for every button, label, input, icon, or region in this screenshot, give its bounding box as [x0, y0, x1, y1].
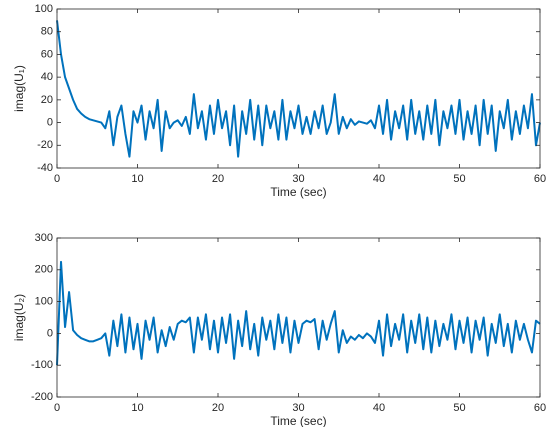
x-tick-label: 10 — [131, 402, 143, 414]
x-tick-label: 0 — [54, 402, 60, 414]
plot-area — [57, 238, 540, 397]
x-tick-label: 20 — [212, 402, 224, 414]
x-tick-label: 60 — [534, 173, 546, 185]
y-tick-label: -200 — [31, 391, 53, 403]
x-axis-label: Time (sec) — [270, 185, 326, 199]
y-tick-label: 0 — [47, 327, 53, 339]
y-tick-label: -100 — [31, 359, 53, 371]
y-tick-label: 80 — [41, 26, 53, 38]
x-tick-label: 30 — [292, 173, 304, 185]
y-tick-label: 100 — [35, 296, 53, 308]
y-tick-label: 20 — [41, 94, 53, 106]
x-tick-label: 50 — [453, 402, 465, 414]
y-tick-label: 60 — [41, 48, 53, 60]
x-tick-label: 20 — [212, 173, 224, 185]
y-tick-label: 0 — [47, 116, 53, 128]
plot-area — [57, 9, 540, 168]
y-tick-label: -40 — [37, 162, 53, 174]
x-tick-label: 30 — [292, 402, 304, 414]
y-tick-label: -20 — [37, 139, 53, 151]
x-tick-label: 60 — [534, 402, 546, 414]
y-axis-label: imag(U₂) — [12, 294, 26, 341]
y-tick-label: 200 — [35, 264, 53, 276]
x-tick-label: 10 — [131, 173, 143, 185]
y-axis-label: imag(U₁) — [12, 65, 26, 112]
data-line — [56, 260, 541, 366]
x-tick-label: 0 — [54, 173, 60, 185]
data-line — [56, 20, 541, 158]
x-axis-label: Time (sec) — [270, 414, 326, 427]
x-tick-label: 50 — [453, 173, 465, 185]
x-tick-label: 40 — [373, 402, 385, 414]
y-tick-label: 300 — [35, 232, 53, 244]
y-tick-label: 100 — [35, 3, 53, 15]
y-tick-label: 40 — [41, 71, 53, 83]
x-tick-label: 40 — [373, 173, 385, 185]
